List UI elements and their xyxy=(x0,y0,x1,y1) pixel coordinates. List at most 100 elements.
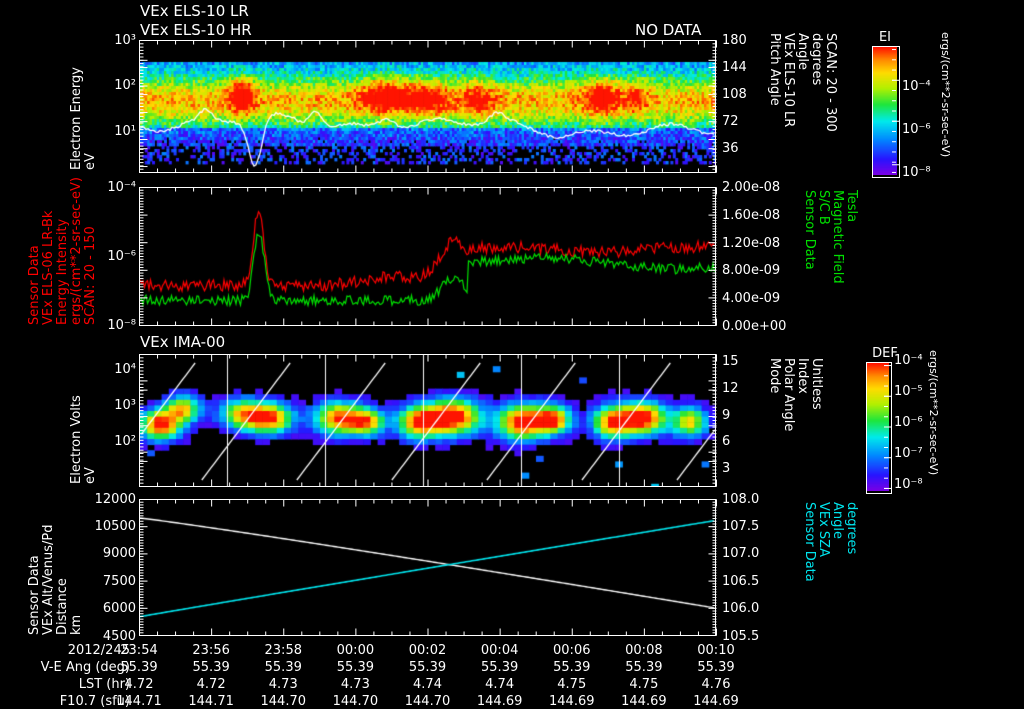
panel-1-ytick-2: 10¹ xyxy=(114,124,136,139)
colorbar-def-tick-0: 10⁻⁴ xyxy=(894,353,923,368)
panel-1-right-label-line4: degrees xyxy=(809,33,824,86)
bottom-cell-ve_ang-8: 55.39 xyxy=(697,660,735,675)
bottom-cell-time-7: 00:08 xyxy=(625,643,663,658)
bottom-cell-f107-1: 144.71 xyxy=(188,694,234,709)
panel-4-left-label-line3: Distance xyxy=(55,578,70,635)
panel-4-ytick-1: 10500 xyxy=(94,519,136,534)
bottom-row-label-1: V-E Ang (deg) xyxy=(40,660,130,675)
panel-2-right-label: Sensor Data S/C B Magnetic Field Tesla xyxy=(802,190,859,325)
panel-1-right-label-line5: SCAN: 20 - 300 xyxy=(823,33,838,132)
bottom-cell-f107-6: 144.69 xyxy=(549,694,595,709)
panel-1-right-label-line1: Pitch Angle xyxy=(767,33,782,106)
bottom-cell-f107-4: 144.70 xyxy=(404,694,451,709)
panel-2-right-label-line3: Magnetic Field xyxy=(830,190,845,284)
panel-2-left-label-line1: Sensor Data xyxy=(27,245,42,325)
panel-4-ytick-5: 4500 xyxy=(102,629,136,644)
bottom-cell-ve_ang-2: 55.39 xyxy=(264,660,302,675)
bottom-cell-f107-2: 144.70 xyxy=(260,694,307,709)
colorbar-ei-title: EI xyxy=(878,30,892,45)
bottom-row-label-0: 2012/245 xyxy=(67,643,130,658)
bottom-row-label-2: LST (hr) xyxy=(78,677,130,692)
panel-3-rtick-1: 12 xyxy=(722,381,739,396)
panel-4-ytick-2: 9000 xyxy=(102,546,136,561)
bottom-cell-ve_ang-4: 55.39 xyxy=(408,660,447,675)
panel-2-ytick-0: 10⁻⁴ xyxy=(107,180,136,195)
panel3-title: VEx IMA-00 xyxy=(140,333,226,351)
panel-2-frame xyxy=(139,187,716,326)
panel-3-right-label-line2: Polar Angle xyxy=(781,358,796,432)
panel-3-left-label-line1: Electron Volts xyxy=(69,395,84,484)
bottom-cell-f107-8: 144.69 xyxy=(693,694,739,709)
panel-1-spectrogram xyxy=(140,41,715,172)
colorbar-def-tick-2: 10⁻⁶ xyxy=(894,415,923,430)
panel-1-right-label: Pitch Angle VEx ELS-10 LR Angle degrees … xyxy=(767,33,838,173)
panel-3-ytick-2: 10² xyxy=(114,434,136,449)
bottom-cell-time-2: 23:58 xyxy=(264,643,302,658)
bottom-cell-lst-6: 4.75 xyxy=(557,677,587,692)
panel1-title-lr: VEx ELS-10 LR xyxy=(140,2,249,20)
bottom-cell-lst-5: 4.74 xyxy=(485,677,515,692)
bottom-cell-time-4: 00:02 xyxy=(408,643,447,658)
panel-1-ytick-0: 10³ xyxy=(114,33,136,48)
colorbar-def-tick-1: 10⁻⁵ xyxy=(894,384,923,399)
bottom-cell-lst-7: 4.75 xyxy=(629,677,659,692)
panel-1-right-label-line3: Angle xyxy=(795,33,810,70)
panel-1-rtick-4: 36 xyxy=(722,141,739,156)
panel-4-right-label-line1: Sensor Data xyxy=(802,502,817,582)
panel-2-rtick-1: 1.60e-08 xyxy=(722,208,781,223)
panel-4-right-label-line3: Angle xyxy=(830,502,845,539)
panel-4-frame xyxy=(139,499,716,636)
bottom-cell-ve_ang-1: 55.39 xyxy=(192,660,230,675)
bottom-cell-time-8: 00:10 xyxy=(697,643,735,658)
panel-3-rtick-3: 6 xyxy=(722,434,731,449)
panel-4-ytick-0: 12000 xyxy=(94,492,136,507)
panel-2-ytick-2: 10⁻⁸ xyxy=(107,318,136,333)
bottom-cell-time-0: 23:54 xyxy=(120,643,158,658)
colorbar-ei-units: ergs/(cm**2-sr-sec-eV) xyxy=(939,32,952,158)
panel-2-left-label: Sensor Data VEx ELS-06 LR-Bk Energy Inte… xyxy=(27,177,98,325)
panel-3-right-label-line4: Unitless xyxy=(809,358,824,410)
colorbar-def-tick-4: 10⁻⁸ xyxy=(894,477,923,492)
panel-1-rtick-3: 72 xyxy=(722,114,739,129)
panel-2-left-label-line3: Energy Intensity xyxy=(55,218,70,325)
panel-3-right-label-line1: Mode xyxy=(767,358,782,394)
bottom-cell-lst-3: 4.73 xyxy=(340,677,370,692)
panel-2-left-label-line2: VEx ELS-06 LR-Bk xyxy=(41,210,56,325)
panel-4-left-label-line1: Sensor Data xyxy=(27,555,42,635)
panel-4-rtick-5: 105.5 xyxy=(722,629,760,644)
panel1-title-hr: VEx ELS-10 HR xyxy=(140,21,252,39)
panel-4-rtick-3: 106.5 xyxy=(722,574,760,589)
panel-4-right-label-line2: VEx SZA xyxy=(816,502,831,557)
panel-2-rtick-5: 0.00e+00 xyxy=(722,319,787,334)
panel-4-rtick-0: 108.0 xyxy=(722,492,760,507)
panel-1-rtick-1: 144 xyxy=(722,60,747,75)
panel-2-right-label-line4: Tesla xyxy=(844,190,859,223)
panel-2-rtick-3: 8.00e-09 xyxy=(722,263,781,278)
bottom-cell-lst-1: 4.72 xyxy=(196,677,226,692)
bottom-cell-ve_ang-5: 55.39 xyxy=(481,660,519,675)
panel-4-ytick-4: 6000 xyxy=(102,601,136,616)
bottom-row-label-3: F10.7 (sfu) xyxy=(59,694,130,709)
panel-3-right-label-line3: Index xyxy=(795,358,810,394)
colorbar-def-tick-3: 10⁻⁷ xyxy=(894,446,923,461)
bottom-cell-ve_ang-3: 55.39 xyxy=(336,660,374,675)
panel-2-lineplot xyxy=(140,188,715,325)
panel-3-right-label: Mode Polar Angle Index Unitless xyxy=(767,358,824,488)
bottom-cell-time-5: 00:04 xyxy=(480,643,519,658)
panel-4-lineplot xyxy=(140,500,715,635)
panel-4-right-label: Sensor Data VEx SZA Angle degrees xyxy=(802,502,859,635)
panel-4-ytick-3: 7500 xyxy=(102,574,136,589)
panel-1-right-label-line2: VEx ELS-10 LR xyxy=(781,33,796,128)
bottom-cell-f107-0: 144.71 xyxy=(116,694,162,709)
bottom-cell-time-1: 23:56 xyxy=(192,643,230,658)
panel-1-left-label-line1: Electron Energy xyxy=(69,67,84,170)
bottom-cell-f107-7: 144.69 xyxy=(621,694,667,709)
panel-2-rtick-2: 1.20e-08 xyxy=(722,236,781,251)
bottom-cell-lst-0: 4.72 xyxy=(124,677,154,692)
panel-3-rtick-4: 3 xyxy=(722,461,731,476)
colorbar-def-title: DEF xyxy=(872,346,898,361)
bottom-cell-lst-8: 4.76 xyxy=(701,677,731,692)
panel-3-spectrogram xyxy=(140,355,715,486)
bottom-cell-ve_ang-6: 55.39 xyxy=(553,660,591,675)
panel-1-left-label: Electron Energy eV xyxy=(69,45,98,170)
